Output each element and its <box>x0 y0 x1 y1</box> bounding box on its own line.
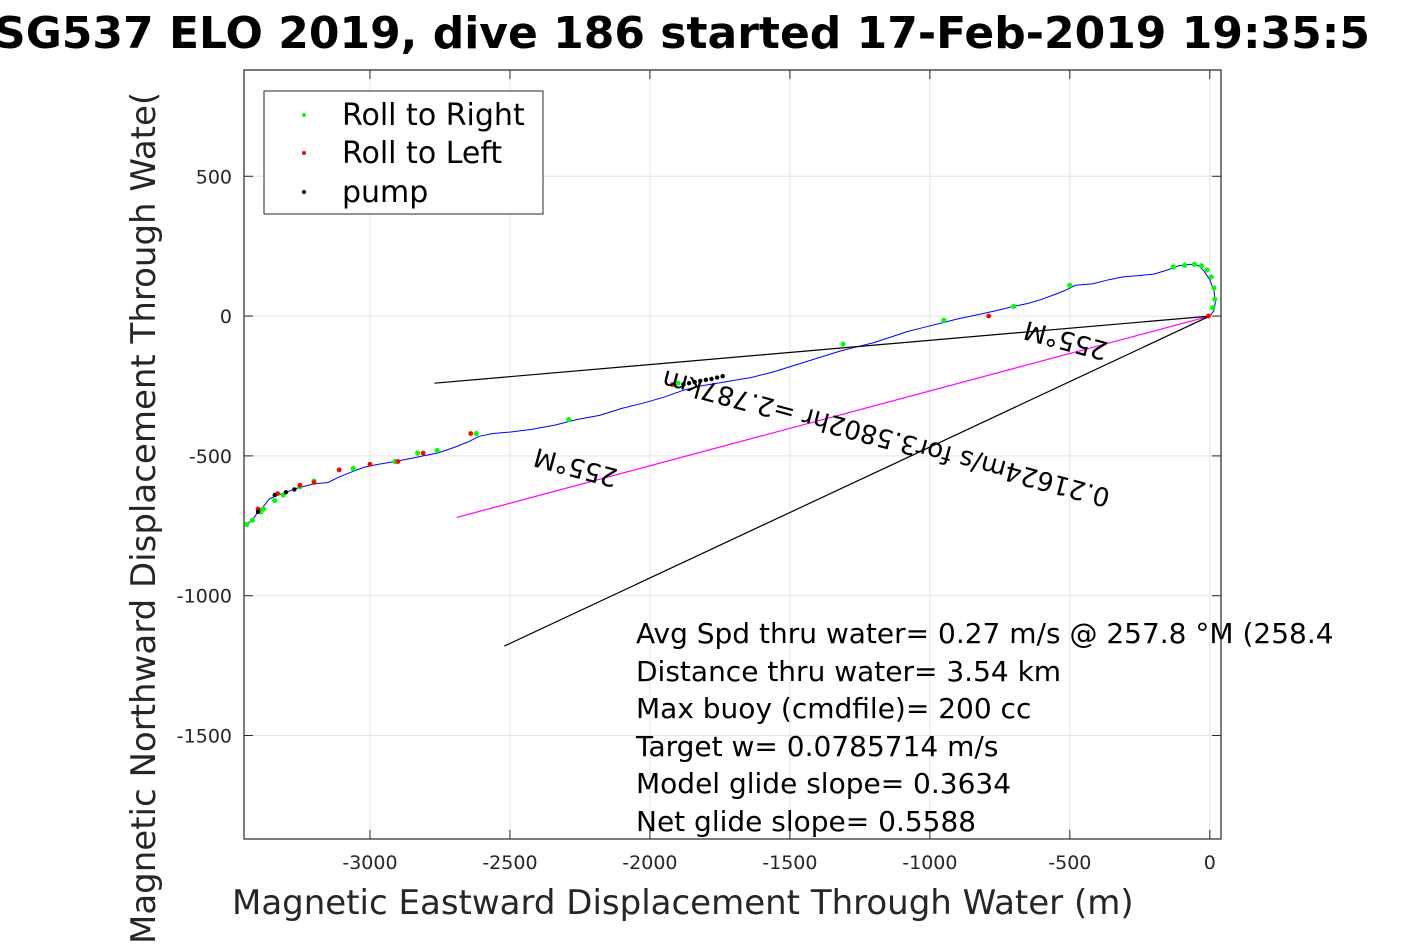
y-axis-label-group: Magnetic Northward Displacement Through … <box>124 92 164 944</box>
left-roll-point <box>420 450 426 456</box>
legend-label-right-roll: Roll to Right <box>342 98 525 133</box>
right-roll-point <box>414 450 421 456</box>
left-roll-point <box>669 382 675 387</box>
series-line-1 <box>456 315 1210 518</box>
heading-annotation-a: 255°M <box>1021 314 1111 365</box>
pump-point <box>692 379 697 385</box>
left-roll-point <box>395 459 401 464</box>
stat-model-glide: Model glide slope= 0.3634 <box>636 767 1011 800</box>
pump-point <box>720 374 725 379</box>
speed-annotation: 0.21624m/s for3.5802hr =2.787km <box>659 363 1113 512</box>
right-roll-point <box>244 521 250 528</box>
right-roll-point <box>840 341 846 347</box>
pump-point <box>681 382 686 387</box>
right-roll-point <box>1067 282 1073 288</box>
y-tick-label: 500 <box>196 166 232 188</box>
series-line-3 <box>504 315 1211 647</box>
stat-avg-speed: Avg Spd thru water= 0.27 m/s @ 257.8 °M … <box>636 617 1334 650</box>
series-line-0 <box>243 263 1216 527</box>
right-roll-point <box>473 430 479 437</box>
pump-point <box>283 490 289 495</box>
y-tick-label: 0 <box>220 306 232 328</box>
pump-point <box>686 380 692 386</box>
left-roll-point <box>367 461 373 467</box>
legend-marker-pump <box>302 190 306 194</box>
x-tick-label: -1500 <box>762 852 817 874</box>
right-roll-point <box>1170 264 1177 270</box>
left-roll-point <box>297 482 303 488</box>
right-roll-point <box>350 465 356 472</box>
right-roll-point <box>1198 263 1205 269</box>
right-roll-point <box>1191 261 1198 267</box>
right-roll-point <box>1208 274 1214 280</box>
right-roll-point <box>1204 267 1210 273</box>
right-roll-point <box>1182 262 1188 268</box>
marker-group <box>244 261 1218 528</box>
heading-label-a: 255°M <box>1021 314 1111 365</box>
right-roll-point <box>1212 296 1218 302</box>
right-roll-point <box>272 498 278 504</box>
y-axis: -1500 -1000 -500 0 500 <box>177 166 1221 748</box>
pump-point <box>292 487 297 492</box>
heading-annotation-main: 0.21624m/s for3.5802hr =2.787km <box>659 363 1113 512</box>
left-roll-point <box>1206 313 1211 319</box>
right-roll-point <box>941 317 947 323</box>
right-roll-point <box>249 517 255 523</box>
pump-point <box>698 378 703 384</box>
pump-point <box>703 377 709 383</box>
stat-net-glide: Net glide slope= 0.5588 <box>636 805 976 838</box>
stat-distance: Distance thru water= 3.54 km <box>636 655 1061 688</box>
plot-area <box>243 69 1222 840</box>
legend-box <box>263 90 544 215</box>
pump-point <box>714 375 720 380</box>
pump-point <box>255 509 261 515</box>
series-group <box>243 263 1216 647</box>
legend-marker-right-roll <box>302 113 306 117</box>
legend-label-pump: pump <box>342 175 428 210</box>
legend-marker-left-roll <box>302 151 306 155</box>
right-roll-point <box>1211 285 1217 291</box>
series-line-2 <box>434 315 1210 384</box>
x-axis: -3000 -2500 -2000 -1500 -1000 -500 0 <box>342 70 1216 874</box>
heading-annotation-b: 255°M <box>531 441 621 492</box>
stat-max-buoy: Max buoy (cmdfile)= 200 cc <box>636 692 1031 725</box>
pump-point <box>272 492 277 498</box>
right-roll-point <box>434 447 440 453</box>
stats-text-box: Avg Spd thru water= 0.27 m/s @ 257.8 °M … <box>635 617 1334 838</box>
stat-target-w: Target w= 0.0785714 m/s <box>635 730 998 763</box>
y-tick-label: -1500 <box>177 726 232 748</box>
right-roll-point <box>1011 303 1017 309</box>
y-axis-label: Magnetic Northward Displacement Through … <box>124 92 164 944</box>
right-roll-point <box>675 380 681 386</box>
x-tick-label: -500 <box>1048 852 1091 874</box>
x-tick-label: -2500 <box>482 852 537 874</box>
x-tick-label: -3000 <box>342 852 397 874</box>
heading-label-b: 255°M <box>531 441 621 492</box>
left-roll-point <box>986 313 992 319</box>
chart-title: SG537 ELO 2019, dive 186 started 17-Feb-… <box>0 8 1370 59</box>
x-axis-label: Magnetic Eastward Displacement Through W… <box>232 883 1134 923</box>
x-tick-label: -1000 <box>902 852 957 874</box>
y-tick-label: -500 <box>189 446 232 468</box>
legend: Roll to Right Roll to Left pump <box>263 90 544 215</box>
left-roll-point <box>336 467 342 473</box>
legend-label-left-roll: Roll to Left <box>342 136 502 171</box>
right-roll-point <box>1210 305 1216 311</box>
x-axis-label-group: Magnetic Eastward Displacement Through W… <box>232 883 1134 923</box>
right-roll-point <box>566 416 572 423</box>
pump-point <box>709 376 714 382</box>
x-tick-label: -2000 <box>622 852 677 874</box>
x-tick-label: 0 <box>1204 852 1216 874</box>
left-roll-point <box>311 480 317 485</box>
left-roll-point <box>468 431 474 436</box>
y-tick-label: -1000 <box>177 586 232 608</box>
